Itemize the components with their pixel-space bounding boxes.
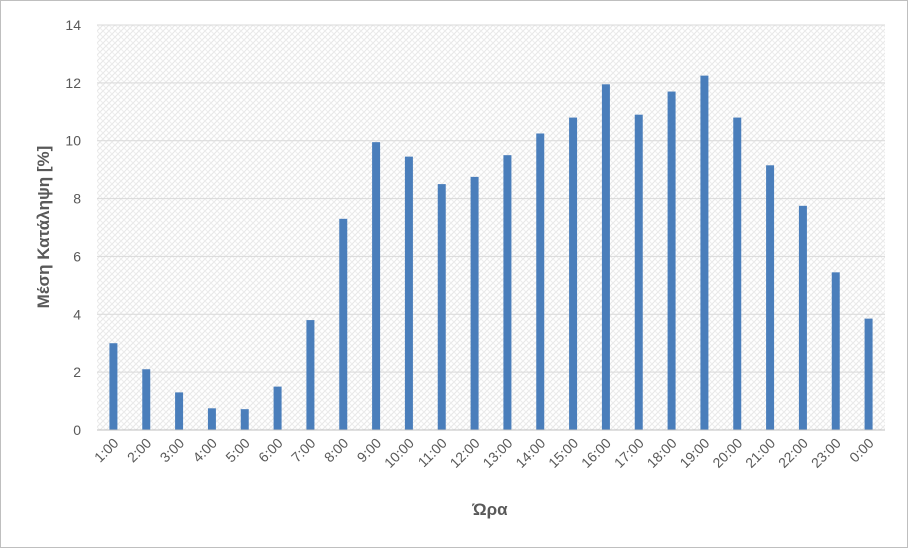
plot-area — [97, 25, 885, 430]
y-tick-label: 14 — [65, 17, 81, 33]
gridlines — [97, 24, 885, 373]
y-axis-title: Μέση Κατάληψη [%] — [34, 146, 53, 309]
bar-0-00 — [864, 318, 873, 430]
bar-6-00 — [273, 386, 282, 430]
y-tick-label: 6 — [73, 248, 81, 264]
bar-19-00 — [700, 75, 709, 430]
x-tick-label: 13:00 — [479, 435, 515, 471]
bar-20-00 — [733, 117, 742, 431]
bar-13-00 — [503, 155, 512, 430]
x-tick-label: 23:00 — [808, 435, 844, 471]
x-tick-label: 20:00 — [709, 435, 745, 471]
x-tick-label: 6:00 — [255, 435, 286, 466]
bars — [109, 75, 873, 431]
x-tick-label: 2:00 — [124, 435, 155, 466]
bar-12-00 — [470, 176, 479, 430]
x-tick-label: 10:00 — [381, 435, 417, 471]
y-tick-label: 0 — [73, 422, 81, 438]
x-tick-labels: 1:00 2:00 3:00 4:00 5:00 6:00 7:00 8:00 9:0010:0… — [91, 435, 877, 471]
bar-17-00 — [634, 114, 643, 430]
x-tick-label: 15:00 — [545, 435, 581, 471]
y-tick-label: 8 — [73, 191, 81, 207]
bar-16-00 — [601, 84, 610, 430]
x-tick-label: 16:00 — [578, 435, 614, 471]
x-tick-label: 9:00 — [354, 435, 385, 466]
x-tick-label: 17:00 — [611, 435, 647, 471]
bar-23-00 — [831, 272, 840, 430]
x-tick-label: 14:00 — [512, 435, 548, 471]
bar-14-00 — [536, 133, 545, 430]
x-tick-label: 7:00 — [288, 435, 319, 466]
bar-18-00 — [667, 91, 676, 431]
x-tick-label: 4:00 — [189, 435, 220, 466]
y-tick-label: 2 — [73, 364, 81, 380]
bar-22-00 — [798, 205, 807, 430]
bar-1-00 — [109, 343, 118, 430]
bar-10-00 — [404, 156, 413, 430]
x-tick-label: 22:00 — [775, 435, 811, 471]
bar-21-00 — [766, 165, 775, 430]
bar-2-00 — [142, 369, 151, 430]
y-tick-label: 12 — [65, 75, 81, 91]
y-tick-label: 4 — [73, 306, 81, 322]
bar-4-00 — [207, 408, 216, 430]
bar-5-00 — [240, 409, 249, 430]
bar-9-00 — [372, 142, 381, 431]
x-tick-label: 0:00 — [846, 435, 877, 466]
y-tick-label: 10 — [65, 133, 81, 149]
x-tick-label: 18:00 — [644, 435, 680, 471]
x-axis-title: Ώρα — [471, 500, 508, 519]
x-tick-label: 1:00 — [91, 435, 122, 466]
bar-11-00 — [437, 184, 446, 430]
x-tick-label: 3:00 — [157, 435, 188, 466]
bar-3-00 — [175, 392, 184, 430]
x-tick-label: 19:00 — [676, 435, 712, 471]
x-tick-label: 12:00 — [447, 435, 483, 471]
bar-8-00 — [339, 218, 348, 430]
x-tick-label: 21:00 — [742, 435, 778, 471]
bar-15-00 — [569, 117, 578, 431]
x-tick-label: 11:00 — [415, 435, 451, 471]
x-tick-label: 5:00 — [222, 435, 253, 466]
bar-7-00 — [306, 320, 315, 430]
x-tick-label: 8:00 — [321, 435, 352, 466]
y-tick-labels: 0 2 4 6 8 10 12 14 — [65, 17, 81, 438]
